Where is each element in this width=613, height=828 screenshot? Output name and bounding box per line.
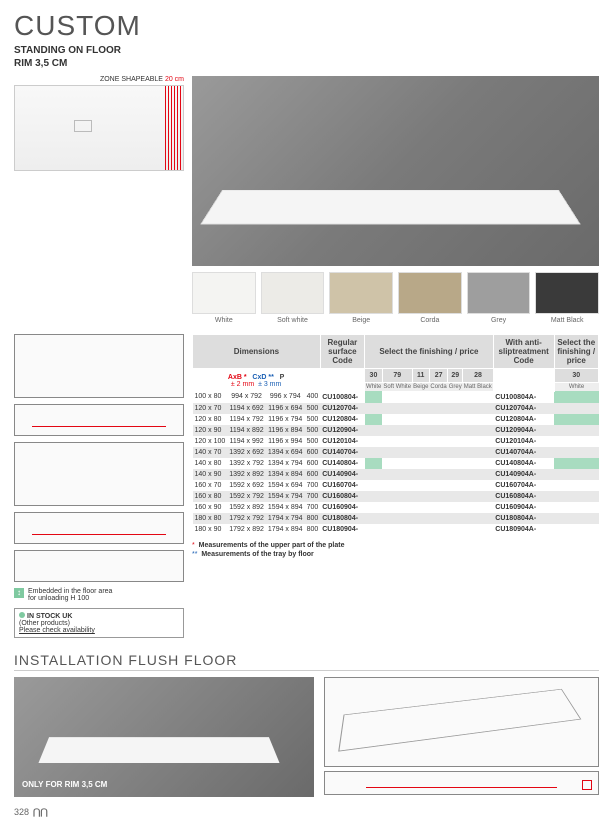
product-subtitle: STANDING ON FLOOR RIM 3,5 CM <box>14 44 599 70</box>
table-row: 180 x 801792 x 7921794 x 794800CU180804-… <box>193 513 599 524</box>
swatch-soft-white: Soft white <box>261 272 325 324</box>
table-row: 120 x 1001194 x 9921196 x 994500CU120104… <box>193 436 599 447</box>
section-diagram-1 <box>14 404 184 436</box>
install-diagrams <box>324 677 599 797</box>
hero-photo <box>192 76 599 266</box>
swatch-beige: Beige <box>329 272 393 324</box>
plan-diagram <box>14 334 184 398</box>
page-footer: 328⋂⋂ <box>14 807 599 818</box>
diagram-legend: ↕ Embedded in the floor areafor unloadin… <box>14 588 184 602</box>
stock-box: IN STOCK UK (Other products) Please chec… <box>14 608 184 638</box>
warning-icon <box>582 780 592 790</box>
install-section-title: INSTALLATION FLUSH FLOOR <box>14 652 599 671</box>
table-row: 140 x 901392 x 8921394 x 894600CU140904-… <box>193 469 599 480</box>
swatch-matt-black: Matt Black <box>535 272 599 324</box>
table-row: 180 x 901792 x 8921794 x 894800CU180904-… <box>193 524 599 535</box>
th-finishing: Select the finishing / price <box>365 335 494 369</box>
swatch-grey: Grey <box>467 272 531 324</box>
zone-shapeable-label: ZONE SHAPEABLE 20 cm <box>14 76 184 83</box>
technical-diagrams: ↕ Embedded in the floor areafor unloadin… <box>14 334 184 638</box>
table-row: 100 x 80994 x 792996 x 794400CU100804- C… <box>193 391 599 403</box>
table-row: 120 x 901194 x 8921196 x 894500CU120904-… <box>193 425 599 436</box>
th-antislip-code: With anti-sliptreatment Code <box>493 335 554 369</box>
swatch-corda: Corda <box>398 272 462 324</box>
product-title: CUSTOM <box>14 10 599 42</box>
table-row: 160 x 701592 x 6921594 x 694700CU160704-… <box>193 480 599 491</box>
table-row: 160 x 801592 x 7921594 x 794700CU160804-… <box>193 491 599 502</box>
th-dimensions: Dimensions <box>193 335 321 369</box>
table-row: 120 x 701194 x 6921196 x 694500CU120704-… <box>193 403 599 414</box>
tray-top-diagram <box>14 85 184 171</box>
section-diagram-2 <box>14 442 184 506</box>
install-photo: ONLY FOR RIM 3,5 CM <box>14 677 314 797</box>
install-iso-diagram <box>324 677 599 767</box>
section-diagram-4 <box>14 550 184 582</box>
product-table: Dimensions Regular surface Code Select t… <box>192 334 599 535</box>
install-overlay-text: ONLY FOR RIM 3,5 CM <box>22 780 107 789</box>
table-row: 120 x 801194 x 7921196 x 794500CU120804-… <box>193 414 599 425</box>
swatch-white: White <box>192 272 256 324</box>
table-row: 140 x 801392 x 7921394 x 794600CU140804-… <box>193 458 599 469</box>
brand-logo-icon: ⋂⋂ <box>33 807 48 818</box>
legend-icon: ↕ <box>14 588 24 598</box>
table-row: 160 x 901592 x 8921594 x 894700CU160904-… <box>193 502 599 513</box>
table-notes: * Measurements of the upper part of the … <box>192 541 599 561</box>
th-regular-code: Regular surface Code <box>320 335 364 369</box>
table-row: 140 x 701392 x 6921394 x 694600CU140704-… <box>193 447 599 458</box>
install-section-diagram <box>324 771 599 795</box>
section-diagram-3 <box>14 512 184 544</box>
th-finishing2: Select the finishing / price <box>554 335 599 369</box>
color-swatches: WhiteSoft whiteBeigeCordaGreyMatt Black <box>192 272 599 324</box>
